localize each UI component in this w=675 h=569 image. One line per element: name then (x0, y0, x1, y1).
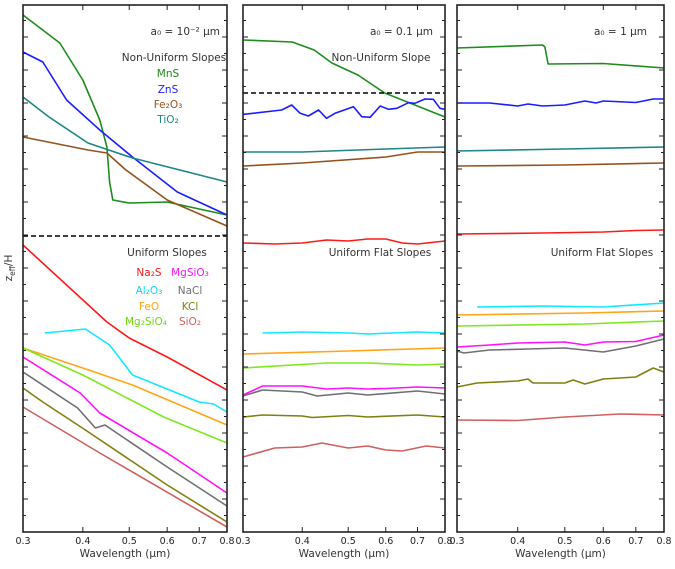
series-line-sio (242, 442, 446, 458)
series-line-nas (242, 238, 446, 245)
series-line-alo (44, 328, 228, 413)
x-tick-label: 0.7 (410, 536, 425, 547)
legend-mgsio3: MgSiO₃ (171, 267, 209, 279)
panel-1-uniform-title: Uniform Slopes (127, 247, 207, 259)
x-tick-label: 0.3 (449, 536, 464, 547)
legend-mg2sio4: Mg₂SiO₄ (125, 316, 167, 328)
series-line-nas (456, 229, 665, 235)
x-tick-label: 0.3 (235, 536, 250, 547)
plot-frame (456, 4, 665, 533)
plot-frame (242, 4, 446, 533)
x-tick-label: 0.8 (219, 536, 234, 547)
series-line-zns (22, 51, 228, 216)
x-tick-label: 0.8 (437, 536, 452, 547)
legend-tio2: TiO₂ (156, 114, 178, 126)
x-tick-label: 0.4 (295, 536, 310, 547)
series-line-feo (242, 151, 445, 167)
panel-1: 0.3 0.4 0.5 0.6 0.7 0.8 Wavelength (μm) (15, 4, 235, 560)
legend-sio2: SiO₂ (179, 316, 201, 328)
series-line-zns (242, 98, 446, 120)
series-line-kcl (22, 387, 228, 523)
series-line-kcl (242, 414, 446, 419)
series-line-feo (456, 310, 665, 316)
series-line-mgsio (22, 347, 228, 444)
series-line-mns (456, 44, 665, 69)
series-line-sio (456, 413, 665, 422)
x-tick-label: 0.6 (596, 536, 611, 547)
x-tick-label: 0.5 (341, 536, 356, 547)
series-line-sio (22, 406, 228, 528)
series-line-nacl (242, 389, 446, 397)
x-tick-label: 0.8 (656, 536, 671, 547)
legend-feo: FeO (139, 301, 159, 313)
x-tick-label: 0.5 (122, 536, 137, 547)
legend-fe2o3: Fe₂O₃ (154, 99, 183, 111)
series-line-feo (456, 162, 665, 167)
panel-3: 0.3 0.4 0.5 0.6 0.7 0.8 Wavelength (μm) (449, 4, 672, 560)
series-line-feo (242, 347, 446, 355)
x-tick-label: 0.4 (75, 536, 90, 547)
x-tick-label: 0.3 (15, 536, 30, 547)
legend-mns: MnS (157, 68, 180, 80)
series-line-mns (242, 39, 446, 118)
x-tick-label: 0.7 (628, 536, 643, 547)
series-line-mgsio (456, 334, 665, 348)
series-line-mgsio (456, 320, 665, 327)
series-line-mns (22, 14, 228, 216)
panel-3-title: a₀ = 1 μm (594, 26, 647, 38)
panel-2-nonuniform-title: Non-Uniform Slope (332, 52, 431, 64)
x-tick-label: 0.7 (192, 536, 207, 547)
legend-kcl: KCl (182, 301, 199, 313)
panel-2-uniform-title: Uniform Flat Slopes (329, 247, 432, 259)
x-axis-label: Wavelength (μm) (515, 548, 606, 560)
series-line-mgsio (242, 362, 446, 369)
series-line-feo (22, 347, 228, 426)
x-axis-label: Wavelength (μm) (80, 548, 171, 560)
panel-2-title: a₀ = 0.1 μm (370, 26, 433, 38)
series-line-alo (477, 302, 665, 308)
series-line-tio (456, 146, 665, 152)
series-line-nacl (22, 371, 228, 507)
x-tick-label: 0.6 (160, 536, 175, 547)
series-line-tio (243, 146, 446, 153)
series-line-nacl (456, 338, 665, 354)
panel-3-uniform-title: Uniform Flat Slopes (551, 247, 654, 259)
panel-2: 0.3 0.4 0.5 0.6 0.7 0.8 Wavelength (μm) (235, 4, 453, 560)
x-tick-label: 0.6 (378, 536, 393, 547)
panel-1-nonuniform-title: Non-Uniform Slopes (122, 52, 226, 64)
series-line-mgsio (22, 356, 228, 494)
series-line-nas (22, 244, 228, 391)
x-axis-label: Wavelength (μm) (299, 548, 390, 560)
series-line-mgsio (242, 385, 446, 396)
series-line-alo (262, 331, 446, 335)
legend-na2s: Na₂S (136, 267, 161, 279)
series-line-feo (22, 136, 228, 227)
x-tick-label: 0.5 (557, 536, 572, 547)
series-line-kcl (456, 367, 665, 388)
y-axis-label: zeff/H (3, 255, 17, 282)
series-line-zns (457, 98, 664, 107)
legend-nacl: NaCl (178, 285, 203, 297)
x-tick-label: 0.4 (510, 536, 525, 547)
legend-al2o3: Al₂O₃ (136, 285, 163, 297)
legend-zns: ZnS (158, 84, 179, 96)
series-line-tio (22, 96, 228, 183)
panel-1-title: a₀ = 10⁻² μm (151, 26, 220, 38)
